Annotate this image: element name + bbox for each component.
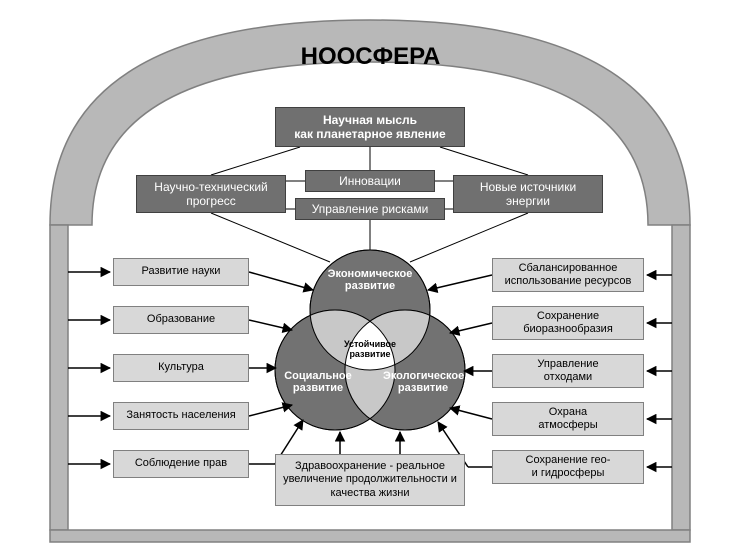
right-box-3: Охрана атмосферы <box>492 402 644 436</box>
left-box-4: Соблюдение прав <box>113 450 249 478</box>
right-box-0: Сбалансированное использование ресурсов <box>492 258 644 292</box>
noosphere-title: НООСФЕРА <box>0 43 741 71</box>
venn-center-label: Устойчивое развитие <box>340 340 400 360</box>
bottom-box: Здравоохранение - реальное увеличение пр… <box>275 454 465 506</box>
left-box-0: Развитие науки <box>113 258 249 286</box>
left-box-3: Занятость населения <box>113 402 249 430</box>
top-right-box: Новые источники энергии <box>453 175 603 213</box>
left-box-2: Культура <box>113 354 249 382</box>
left-box-1: Образование <box>113 306 249 334</box>
top-left-box: Научно-технический прогресс <box>136 175 286 213</box>
venn-left-label: Социальное развитие <box>278 370 358 394</box>
right-box-2: Управление отходами <box>492 354 644 388</box>
top-mid1-box: Инновации <box>305 170 435 192</box>
top-main-box: Научная мысль как планетарное явление <box>275 107 465 147</box>
top-mid2-box: Управление рисками <box>295 198 445 220</box>
venn-right-label: Экологическое развитие <box>383 370 463 394</box>
right-box-4: Сохранение гео- и гидросферы <box>492 450 644 484</box>
right-box-1: Сохранение биоразнообразия <box>492 306 644 340</box>
venn-top-label: Экономическое развитие <box>325 268 415 292</box>
